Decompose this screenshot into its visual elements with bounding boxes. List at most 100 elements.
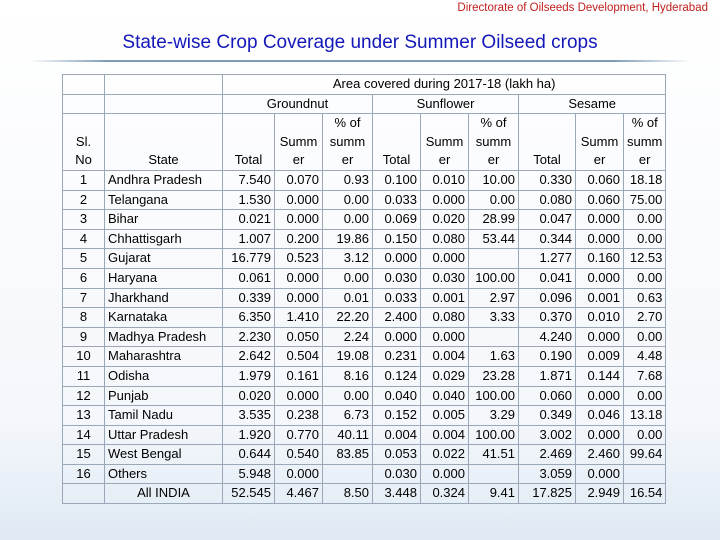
sesame-summer-cell: 0.000 xyxy=(575,326,624,348)
state-cell: Chhattisgarh xyxy=(104,228,223,250)
sunflower-total-cell: 0.000 xyxy=(372,326,421,348)
sesame-pct-cell: 18.18 xyxy=(622,169,667,191)
groundnut-summer-cell: 0.200 xyxy=(274,228,323,250)
groundnut-pct-header: % of summ er xyxy=(322,113,373,171)
table-row: 6 Haryana 0.061 0.000 0.00 0.030 0.030 100.00 0.… xyxy=(62,267,667,289)
sesame-summer-cell: 0.160 xyxy=(575,248,624,269)
sunflower-pct-cell: 3.33 xyxy=(468,307,519,328)
area-caption-row: Area covered during 2017-18 (lakh ha) xyxy=(62,74,667,95)
sunflower-summer-cell: 0.010 xyxy=(420,169,469,191)
sesame-pct-cell xyxy=(622,463,667,485)
groundnut-summer-cell: 0.000 xyxy=(274,267,323,289)
groundnut-summer-cell: 0.238 xyxy=(274,405,323,426)
sl-no-cell: 12 xyxy=(62,385,105,407)
sunflower-summer-cell: 0.000 xyxy=(420,326,469,348)
sunflower-pct-cell: 53.44 xyxy=(468,228,519,250)
sesame-pct-cell: 0.00 xyxy=(622,267,667,289)
sesame-total-cell: 1.277 xyxy=(518,248,576,269)
table-row: 8 Karnataka 6.350 1.410 22.20 2.400 0.080 3.33 0… xyxy=(62,307,667,328)
sunflower-summer-cell: 0.005 xyxy=(420,405,469,426)
sesame-pct-cell: 12.53 xyxy=(622,248,667,269)
table-row: 1 Andhra Pradesh 7.540 0.070 0.93 0.100 0.010 1… xyxy=(62,169,667,191)
groundnut-pct-cell: 3.12 xyxy=(322,248,373,269)
state-cell: Jharkhand xyxy=(104,287,223,309)
state-cell: Others xyxy=(104,463,223,485)
sesame-total-cell: 0.370 xyxy=(518,307,576,328)
sesame-pct-cell: 7.68 xyxy=(622,365,667,387)
sunflower-pct-cell: 41.51 xyxy=(468,444,519,465)
sl-no-cell: 1 xyxy=(62,169,105,191)
table-row: 13 Tamil Nadu 3.535 0.238 6.73 0.152 0.005 3.29… xyxy=(62,405,667,426)
sesame-pct-cell: 0.00 xyxy=(622,385,667,407)
groundnut-pct-cell: 0.00 xyxy=(322,385,373,407)
sunflower-total-cell: 0.004 xyxy=(372,424,421,446)
page-title: State-wise Crop Coverage under Summer Oi… xyxy=(122,32,598,53)
sl-no-cell: 4 xyxy=(62,228,105,250)
sl-no-cell: 9 xyxy=(62,326,105,348)
groundnut-total-cell: 7.540 xyxy=(222,169,275,191)
sesame-total-cell: 3.002 xyxy=(518,424,576,446)
sl-no-header: Sl. No xyxy=(62,113,105,171)
groundnut-summer-cell: 0.000 xyxy=(274,209,323,230)
groundnut-total-cell: 1.979 xyxy=(222,365,275,387)
sunflower-total-cell: 0.100 xyxy=(372,169,421,191)
sunflower-pct-cell: 9.41 xyxy=(468,483,519,505)
groundnut-total-cell: 6.350 xyxy=(222,307,275,328)
sesame-total-cell: 0.330 xyxy=(518,169,576,191)
sesame-pct-header: % of summ er xyxy=(622,113,667,171)
sesame-summer-cell: 0.009 xyxy=(575,346,624,367)
sunflower-pct-cell: 23.28 xyxy=(468,365,519,387)
groundnut-pct-cell: 8.50 xyxy=(322,483,373,505)
sesame-summer-cell: 0.000 xyxy=(575,385,624,407)
sunflower-summer-header: Summ er xyxy=(420,113,469,171)
sesame-summer-cell: 0.060 xyxy=(575,189,624,211)
groundnut-total-cell: 5.948 xyxy=(222,463,275,485)
sunflower-total-cell: 0.152 xyxy=(372,405,421,426)
sunflower-summer-cell: 0.080 xyxy=(420,307,469,328)
table-row: 3 Bihar 0.021 0.000 0.00 0.069 0.020 28.99 0.047… xyxy=(62,209,667,230)
sunflower-summer-cell: 0.000 xyxy=(420,189,469,211)
header-blank xyxy=(104,93,223,115)
sesame-pct-cell: 16.54 xyxy=(622,483,667,505)
sesame-total-cell: 0.060 xyxy=(518,385,576,407)
sesame-pct-cell: 0.00 xyxy=(622,209,667,230)
groundnut-pct-cell: 0.00 xyxy=(322,209,373,230)
groundnut-summer-cell: 0.523 xyxy=(274,248,323,269)
sesame-summer-cell: 2.460 xyxy=(575,444,624,465)
groundnut-summer-cell: 1.410 xyxy=(274,307,323,328)
groundnut-summer-cell: 0.000 xyxy=(274,189,323,211)
sesame-total-cell: 3.059 xyxy=(518,463,576,485)
state-cell: Andhra Pradesh xyxy=(104,169,223,191)
organization-name: Directorate of Oilseeds Development, Hyd… xyxy=(457,2,708,14)
sesame-summer-cell: 0.060 xyxy=(575,169,624,191)
sl-no-cell: 5 xyxy=(62,248,105,269)
sesame-total-cell: 17.825 xyxy=(518,483,576,505)
sunflower-total-cell: 0.030 xyxy=(372,267,421,289)
sesame-summer-cell: 0.000 xyxy=(575,267,624,289)
table-row: 11 Odisha 1.979 0.161 8.16 0.124 0.029 23.28 1.8… xyxy=(62,365,667,387)
groundnut-pct-cell: 19.08 xyxy=(322,346,373,367)
sunflower-total-cell: 0.231 xyxy=(372,346,421,367)
groundnut-pct-cell: 0.93 xyxy=(322,169,373,191)
groundnut-total-cell: 0.339 xyxy=(222,287,275,309)
sl-no-cell: 16 xyxy=(62,463,105,485)
sunflower-total-cell: 0.033 xyxy=(372,189,421,211)
column-header-row: Sl. No State Total Summ er % of summ er Tota… xyxy=(62,113,667,171)
sunflower-summer-cell: 0.001 xyxy=(420,287,469,309)
sesame-summer-cell: 2.949 xyxy=(575,483,624,505)
state-cell: Telangana xyxy=(104,189,223,211)
crop-groundnut-header: Groundnut xyxy=(222,93,373,115)
sesame-total-cell: 0.349 xyxy=(518,405,576,426)
sunflower-total-cell: 0.000 xyxy=(372,248,421,269)
groundnut-total-cell: 1.530 xyxy=(222,189,275,211)
sesame-pct-cell: 75.00 xyxy=(622,189,667,211)
sunflower-total-cell: 0.124 xyxy=(372,365,421,387)
sunflower-pct-cell xyxy=(468,326,519,348)
sesame-summer-header: Summ er xyxy=(575,113,624,171)
sesame-pct-cell: 4.48 xyxy=(622,346,667,367)
sunflower-summer-cell: 0.000 xyxy=(420,463,469,485)
groundnut-summer-cell: 0.000 xyxy=(274,287,323,309)
sesame-total-cell: 1.871 xyxy=(518,365,576,387)
all-india-total-row: All INDIA 52.545 4.467 8.50 3.448 0.324 9.41 17… xyxy=(62,483,667,505)
groundnut-total-cell: 1.920 xyxy=(222,424,275,446)
